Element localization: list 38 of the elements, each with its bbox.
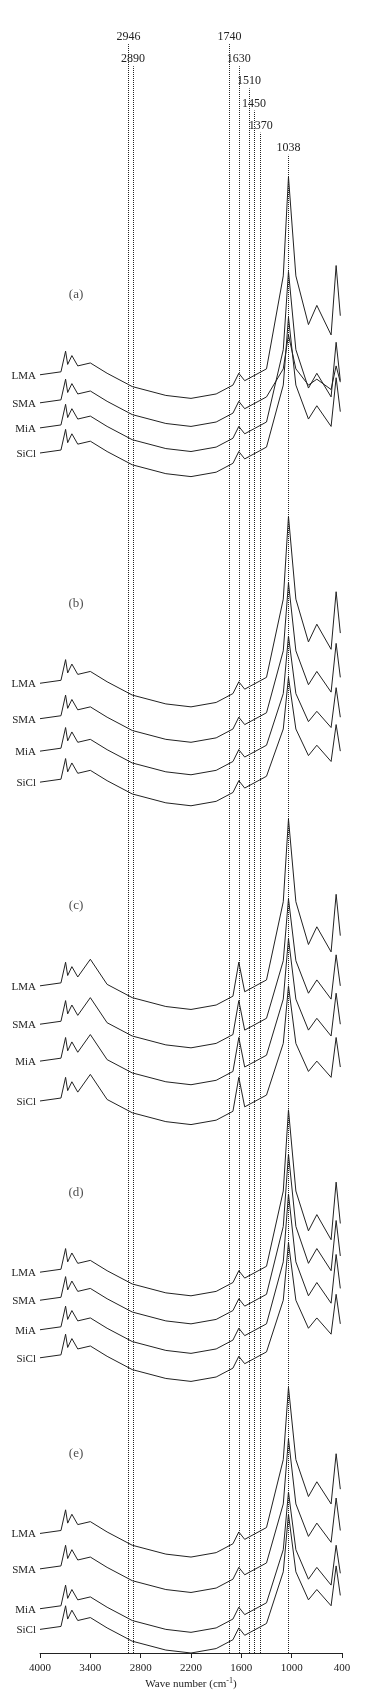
series-label: LMA (11, 1266, 37, 1279)
series-label: LMA (11, 979, 37, 992)
series-label: MiA (15, 1323, 37, 1336)
series-label: SiCl (16, 1094, 36, 1107)
annotation: (d) (68, 1183, 84, 1199)
series-label: LMA (11, 677, 37, 690)
series-label: SMA (12, 1562, 37, 1575)
ref-line-label: 2946 (116, 29, 141, 44)
x-tick-label: 2200 (180, 1660, 203, 1673)
annotation: (c) (68, 897, 84, 913)
x-tick-label: 1000 (280, 1660, 304, 1673)
x-tick-label: 1600 (230, 1660, 253, 1673)
annotation: (e) (68, 1444, 84, 1460)
series-label: SMA (12, 396, 37, 409)
ref-line-label: 1038 (276, 139, 301, 154)
x-tick-label: 4000 (29, 1660, 52, 1673)
series-label: SiCl (16, 776, 36, 789)
x-tick-label: 2800 (129, 1660, 153, 1673)
ref-line-label: 1370 (248, 117, 273, 132)
series-label: SMA (12, 712, 37, 725)
series-label: MiA (15, 1602, 37, 1615)
x-tick-label: 400 (333, 1660, 351, 1673)
annotation: (b) (68, 594, 84, 610)
series-label: MiA (15, 1055, 37, 1068)
series-label: LMA (11, 368, 37, 381)
series-label: SMA (12, 1294, 37, 1307)
annotation: (a) (68, 286, 84, 302)
series-label: SiCl (16, 1623, 36, 1636)
series-label: SiCl (16, 447, 36, 459)
x-tick-label: 3400 (79, 1660, 102, 1673)
series-label: SMA (12, 1018, 37, 1031)
ref-line-label: 1510 (236, 73, 261, 88)
series-label: MiA (15, 421, 37, 434)
series-label: SiCl (16, 1351, 36, 1364)
ref-line-label: 1740 (217, 29, 242, 44)
series-label: MiA (15, 745, 37, 758)
ref-line-label: 1450 (241, 95, 266, 110)
series-label: LMA (11, 1527, 37, 1540)
